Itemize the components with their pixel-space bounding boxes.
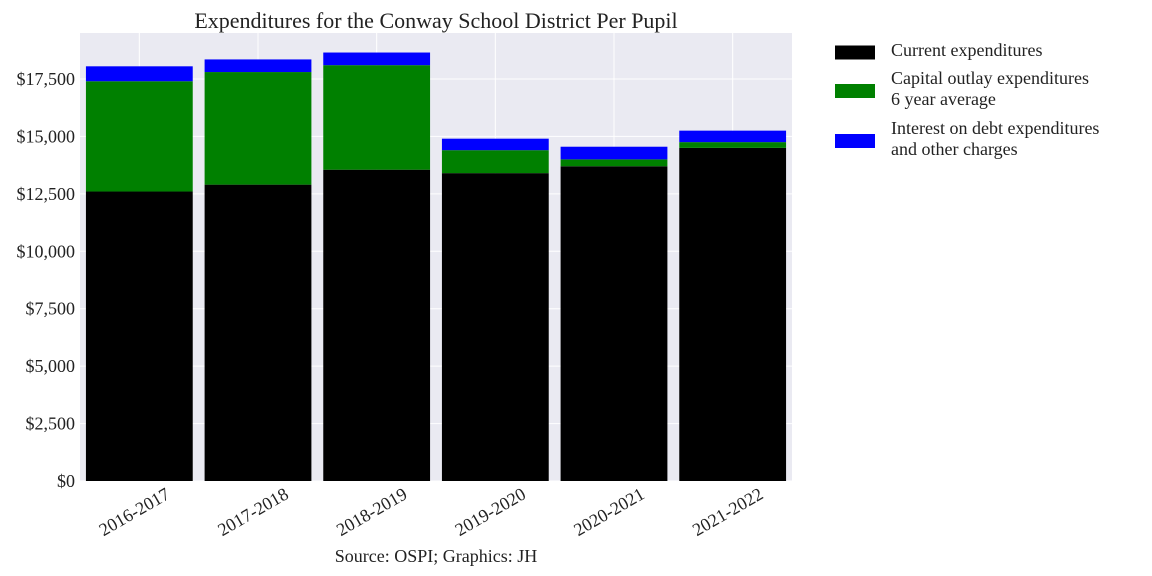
bar-segment-series-3	[441, 138, 549, 151]
y-tick-label: $5,000	[26, 356, 76, 376]
y-tick-label: $0	[57, 471, 75, 491]
x-tick-label: 2018-2019	[333, 484, 411, 540]
x-axis-ticks: 2016-2017 2017-2018 2018-2019 2019-2020 2020…	[96, 484, 767, 540]
legend-label: Capital outlay expenditures	[891, 68, 1089, 88]
y-axis-ticks: $0 $2,500 $5,000 $7,500 $10,000 $12,500 $15,00…	[17, 69, 76, 491]
y-tick-label: $15,000	[17, 126, 76, 146]
legend-swatch	[835, 134, 875, 148]
bar-segment-series-1	[85, 191, 193, 481]
legend-label: Current expenditures	[891, 40, 1042, 60]
x-tick-label: 2021-2022	[689, 484, 767, 540]
bar-segment-series-3	[560, 146, 668, 160]
bar-segment-series-3	[323, 52, 431, 66]
y-tick-label: $12,500	[17, 184, 76, 204]
bar-segment-series-2	[679, 142, 787, 148]
legend-label: 6 year average	[891, 89, 996, 109]
bar-segment-series-2	[323, 65, 431, 170]
bar-segment-series-1	[441, 173, 549, 481]
legend-swatch	[835, 84, 875, 98]
bar-segment-series-3	[204, 59, 312, 73]
y-tick-label: $17,500	[17, 69, 76, 89]
bars	[85, 52, 787, 481]
x-tick-label: 2020-2021	[570, 484, 648, 540]
bar-segment-series-1	[323, 169, 431, 481]
x-tick-label: 2019-2020	[452, 484, 530, 540]
legend-label: and other charges	[891, 139, 1018, 159]
y-tick-label: $7,500	[26, 299, 76, 319]
x-tick-label: 2017-2018	[214, 484, 292, 540]
bar-segment-series-1	[204, 184, 312, 481]
y-tick-label: $10,000	[17, 241, 76, 261]
legend: Current expenditures Capital outlay expen…	[835, 40, 1099, 159]
x-tick-label: 2016-2017	[96, 484, 174, 540]
plot-area	[80, 33, 792, 481]
legend-label: Interest on debt expenditures	[891, 118, 1099, 138]
bar-segment-series-2	[85, 81, 193, 192]
bar-segment-series-2	[441, 150, 549, 174]
legend-swatch	[835, 45, 875, 60]
bar-segment-series-1	[679, 147, 787, 481]
bar-segment-series-3	[679, 130, 787, 143]
y-tick-label: $2,500	[26, 414, 76, 434]
bar-segment-series-2	[204, 72, 312, 185]
bar-segment-series-1	[560, 166, 668, 481]
chart-title: Expenditures for the Conway School Distr…	[194, 8, 677, 33]
bar-segment-series-3	[85, 66, 193, 82]
source-note: Source: OSPI; Graphics: JH	[335, 546, 537, 566]
bar-segment-series-2	[560, 159, 668, 167]
